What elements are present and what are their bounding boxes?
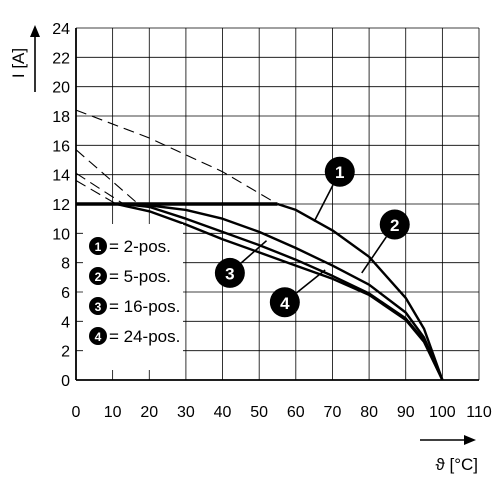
y-tick-label: 6 — [61, 285, 70, 302]
series-2-dashed-line — [75, 149, 139, 205]
x-tick-label: 0 — [72, 404, 81, 421]
y-tick-label: 20 — [52, 80, 70, 97]
x-tick-labels: 0 10 20 30 40 50 60 70 80 90 100 110 — [72, 404, 492, 421]
y-tick-label: 12 — [52, 197, 70, 214]
x-axis-label: ϑ [°C] — [435, 455, 478, 474]
callout-2-leader — [361, 236, 387, 274]
series-4-line — [116, 202, 444, 381]
callout-1-leader — [313, 184, 334, 222]
x-axis-arrow-head — [464, 435, 476, 445]
callout-3-number: 3 — [225, 264, 234, 283]
legend-2-label: = 5-pos. — [109, 267, 171, 286]
y-tick-label: 10 — [52, 226, 70, 243]
callouts: 1 2 3 4 — [214, 156, 410, 318]
series-1-dashed-line — [75, 109, 278, 205]
callout-3-badge — [214, 257, 245, 288]
callout-1-number: 1 — [335, 163, 344, 182]
x-tick-label: 50 — [250, 404, 268, 421]
series-2-line — [138, 202, 444, 381]
series-4-dashed-line — [75, 180, 117, 205]
x-tick-label: 10 — [104, 404, 122, 421]
legend-4-badge — [89, 327, 107, 345]
y-tick-label: 8 — [61, 256, 70, 273]
y-tick-label: 4 — [61, 314, 70, 331]
legend-4-label: = 24-pos. — [109, 327, 180, 346]
legend: 1 = 2-pos. 2 = 5-pos. 3 = 16-pos. 4 = 24-pos. — [83, 224, 183, 370]
y-tick-label: 16 — [52, 138, 70, 155]
series-3-dashed-line — [75, 172, 124, 205]
y-tick-label: 22 — [52, 50, 70, 67]
legend-1-label: = 2-pos. — [109, 237, 171, 256]
callout-4-badge — [269, 287, 300, 318]
callout-3-leader — [240, 240, 268, 264]
x-tick-label: 80 — [360, 404, 378, 421]
x-tick-label: 30 — [177, 404, 195, 421]
legend-3-label: = 16-pos. — [109, 297, 180, 316]
y-tick-label: 24 — [52, 21, 70, 38]
series-lines — [75, 109, 444, 381]
y-axis-arrow-head — [30, 25, 40, 37]
callout-2-badge — [379, 209, 410, 240]
x-tick-label: 20 — [140, 404, 158, 421]
x-tick-label: 40 — [214, 404, 232, 421]
y-tick-label: 14 — [52, 168, 70, 185]
legend-4-number: 4 — [95, 330, 102, 344]
x-tick-label: 60 — [287, 404, 305, 421]
callout-4-leader — [296, 269, 326, 294]
callout-2-number: 2 — [390, 216, 399, 235]
x-tick-label: 100 — [429, 404, 456, 421]
legend-3-number: 3 — [95, 300, 102, 314]
legend-2-number: 2 — [95, 270, 102, 284]
y-tick-label: 18 — [52, 109, 70, 126]
callout-1-badge — [324, 156, 355, 187]
x-tick-label: 70 — [324, 404, 342, 421]
legend-2-badge — [89, 267, 107, 285]
y-axis-label: I [A] — [9, 48, 28, 78]
legend-3-badge — [89, 297, 107, 315]
legend-1-badge — [89, 237, 107, 255]
x-tick-label: 90 — [397, 404, 415, 421]
callout-4-number: 4 — [280, 294, 290, 313]
legend-1-number: 1 — [95, 240, 102, 254]
series-1-line — [277, 202, 444, 381]
y-tick-label: 0 — [61, 373, 70, 390]
y-tick-label: 2 — [61, 344, 70, 361]
x-tick-label: 110 — [466, 404, 492, 421]
